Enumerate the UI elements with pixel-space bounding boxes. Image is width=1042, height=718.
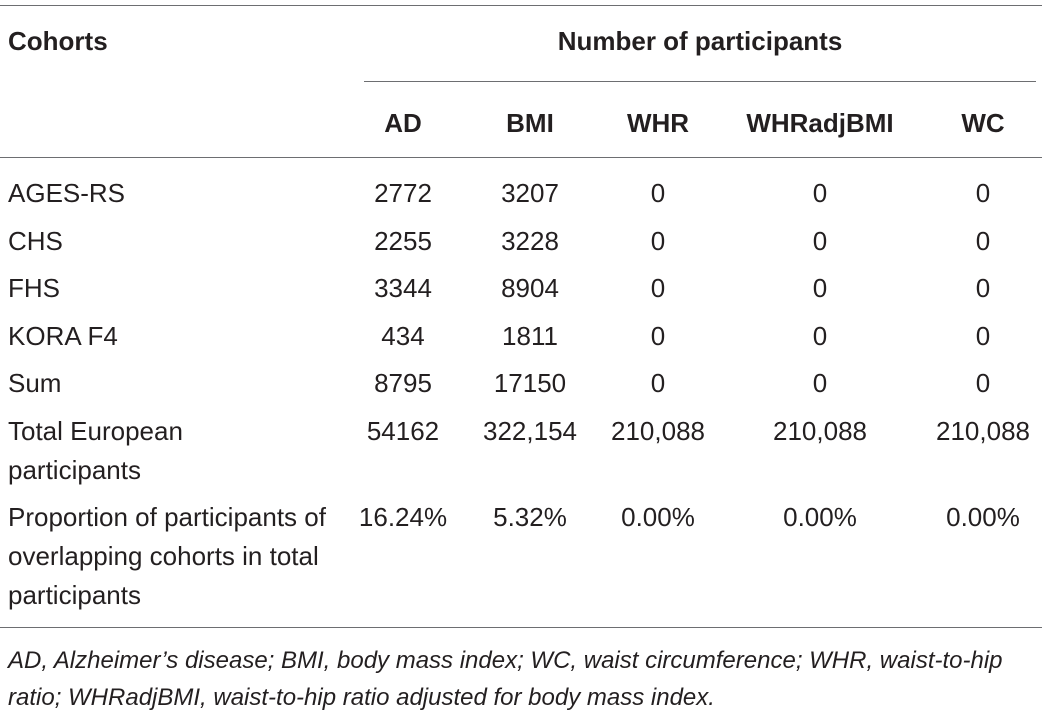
row-label: Sum xyxy=(8,368,62,398)
cell-wc: 0 xyxy=(975,226,991,256)
cell-whr: 0 xyxy=(650,226,666,256)
cell-bmi: 8904 xyxy=(501,273,559,303)
column-header-whr: WHR xyxy=(626,108,690,138)
header-bottom-rule xyxy=(0,157,1042,158)
column-header-wc: WC xyxy=(961,108,1005,138)
column-header-whradjbmi: WHRadjBMI xyxy=(746,108,894,138)
group-header: Number of participants xyxy=(557,26,843,56)
cell-whradjbmi: 0 xyxy=(812,178,828,208)
cell-ad: 54162 xyxy=(366,416,440,446)
cell-ad: 2255 xyxy=(374,226,432,256)
row-label: KORA F4 xyxy=(8,321,118,351)
cell-ad: 8795 xyxy=(374,368,432,398)
cell-ad: 434 xyxy=(381,321,425,351)
row-label: FHS xyxy=(8,273,60,303)
table-bottom-rule xyxy=(0,627,1042,628)
row-label: AGES-RS xyxy=(8,178,126,208)
cell-whr: 210,088 xyxy=(611,416,705,446)
group-header-rule xyxy=(364,81,1036,82)
cell-wc: 210,088 xyxy=(936,416,1030,446)
table-top-rule xyxy=(0,5,1042,6)
cell-ad: 2772 xyxy=(374,178,432,208)
cell-whradjbmi: 0 xyxy=(812,273,828,303)
table-footnote: AD, Alzheimer’s disease; BMI, body mass … xyxy=(8,647,1003,711)
cell-ad: 3344 xyxy=(374,273,432,303)
cell-bmi: 5.32% xyxy=(493,502,567,532)
cell-wc: 0 xyxy=(975,321,991,351)
cell-bmi: 3207 xyxy=(501,178,559,208)
row-label: Proportion of participants of overlappin… xyxy=(8,502,326,610)
cohorts-header: Cohorts xyxy=(8,26,108,56)
cell-wc: 0 xyxy=(975,368,991,398)
cell-whr: 0 xyxy=(650,178,666,208)
cell-wc: 0 xyxy=(975,178,991,208)
cell-whr: 0 xyxy=(650,368,666,398)
cell-wc: 0 xyxy=(975,273,991,303)
cell-wc: 0.00% xyxy=(946,502,1020,532)
column-header-ad: AD xyxy=(384,108,422,138)
column-header-bmi: BMI xyxy=(506,108,554,138)
cell-whr: 0 xyxy=(650,273,666,303)
cell-bmi: 17150 xyxy=(493,368,567,398)
cell-bmi: 322,154 xyxy=(483,416,577,446)
cell-bmi: 3228 xyxy=(501,226,559,256)
cell-whradjbmi: 0 xyxy=(812,368,828,398)
cell-whradjbmi: 0.00% xyxy=(783,502,857,532)
cell-whradjbmi: 210,088 xyxy=(773,416,867,446)
cell-ad: 16.24% xyxy=(358,502,448,532)
row-label: Total European participants xyxy=(8,416,183,485)
cell-whr: 0 xyxy=(650,321,666,351)
cell-bmi: 1811 xyxy=(502,321,558,351)
cell-whradjbmi: 0 xyxy=(812,226,828,256)
cell-whr: 0.00% xyxy=(621,502,695,532)
row-label: CHS xyxy=(8,226,63,256)
cell-whradjbmi: 0 xyxy=(812,321,828,351)
